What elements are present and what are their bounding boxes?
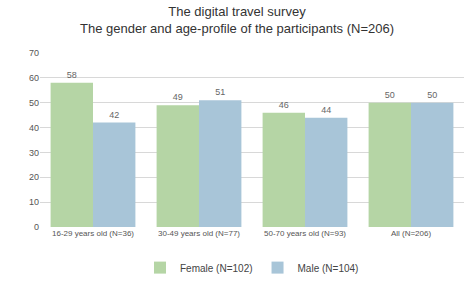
svg-text:Female (N=102): Female (N=102) xyxy=(180,263,253,274)
svg-text:40: 40 xyxy=(29,123,39,133)
svg-text:58: 58 xyxy=(67,70,77,80)
svg-text:50: 50 xyxy=(427,90,437,100)
svg-text:0: 0 xyxy=(34,222,39,232)
svg-text:42: 42 xyxy=(109,110,119,120)
svg-text:10: 10 xyxy=(29,197,39,207)
svg-text:Male (N=104): Male (N=104) xyxy=(298,263,359,274)
svg-text:30-49 years old (N=77): 30-49 years old (N=77) xyxy=(158,229,240,238)
svg-text:50-70 years old (N=93): 50-70 years old (N=93) xyxy=(264,229,346,238)
svg-text:20: 20 xyxy=(29,172,39,182)
svg-text:16-29 years old (N=36): 16-29 years old (N=36) xyxy=(52,229,134,238)
svg-text:49: 49 xyxy=(173,92,183,102)
svg-text:60: 60 xyxy=(29,73,39,83)
svg-text:44: 44 xyxy=(321,105,331,115)
svg-text:51: 51 xyxy=(215,87,225,97)
svg-text:50: 50 xyxy=(29,98,39,108)
svg-text:46: 46 xyxy=(279,100,289,110)
svg-text:All (N=206): All (N=206) xyxy=(391,229,432,238)
svg-text:The digital travel surveyThe g: The digital travel surveyThe gender and … xyxy=(80,4,394,36)
svg-text:70: 70 xyxy=(29,48,39,58)
svg-text:30: 30 xyxy=(29,148,39,158)
svg-text:50: 50 xyxy=(385,90,395,100)
